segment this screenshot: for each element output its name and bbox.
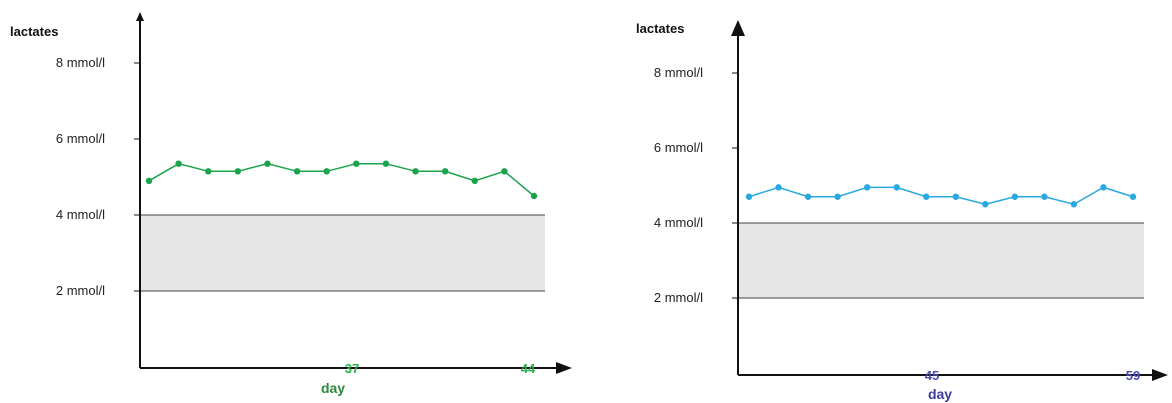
data-point (471, 177, 478, 184)
chart-left: lactates 2 mmol/l 4 mmol/l 6 mmol/l 8 mmol/l… (10, 12, 572, 396)
x-axis-arrow-icon (1152, 369, 1168, 381)
data-point (1011, 193, 1019, 200)
data-point (804, 193, 812, 200)
x-tick-label: 37 (345, 361, 359, 376)
data-point (1129, 193, 1137, 200)
y-tick-label: 2 mmol/l (654, 290, 703, 305)
x-axis-title: day (928, 386, 952, 402)
data-point (175, 160, 182, 167)
data-point (382, 160, 390, 167)
data-point (353, 160, 360, 167)
x-tick-label: 45 (925, 368, 939, 383)
data-point (1041, 193, 1048, 200)
data-point (145, 177, 153, 184)
data-point (205, 168, 212, 175)
data-point (745, 193, 753, 200)
data-point (863, 184, 871, 191)
y-tick-label: 8 mmol/l (56, 55, 105, 70)
series-line (148, 162, 535, 197)
data-point (1070, 201, 1078, 208)
data-point (293, 168, 301, 175)
data-point (441, 168, 449, 175)
x-tick-label: 44 (521, 361, 536, 376)
y-tick-label: 2 mmol/l (56, 283, 105, 298)
data-point (982, 201, 989, 208)
y-axis-title: lactates (636, 21, 684, 36)
reference-band (140, 215, 545, 291)
y-tick-label: 6 mmol/l (56, 131, 105, 146)
data-point (234, 168, 242, 175)
y-axis-arrow-icon (136, 12, 144, 21)
x-tick-label: 59 (1126, 368, 1140, 383)
data-point (264, 160, 271, 167)
series-line (748, 186, 1134, 206)
y-tick-label: 4 mmol/l (654, 215, 703, 230)
data-point (501, 168, 508, 175)
data-point (1100, 184, 1107, 191)
reference-band (738, 223, 1144, 298)
data-point (775, 184, 782, 191)
data-point (530, 192, 538, 200)
y-tick-label: 8 mmol/l (654, 65, 703, 80)
data-point (323, 168, 330, 175)
y-axis-arrow-icon (731, 20, 745, 36)
data-point (952, 193, 959, 200)
x-axis-title: day (321, 380, 345, 396)
data-point (923, 193, 930, 200)
data-point (412, 168, 419, 175)
data-point (893, 184, 900, 191)
y-axis-title: lactates (10, 24, 58, 39)
data-point (834, 193, 841, 200)
y-tick-label: 6 mmol/l (654, 140, 703, 155)
chart-right: lactates 2 mmol/l 4 mmol/l 6 mmol/l 8 mmol/l… (636, 20, 1168, 402)
y-tick-label: 4 mmol/l (56, 207, 105, 222)
x-axis-arrow-icon (556, 362, 572, 374)
